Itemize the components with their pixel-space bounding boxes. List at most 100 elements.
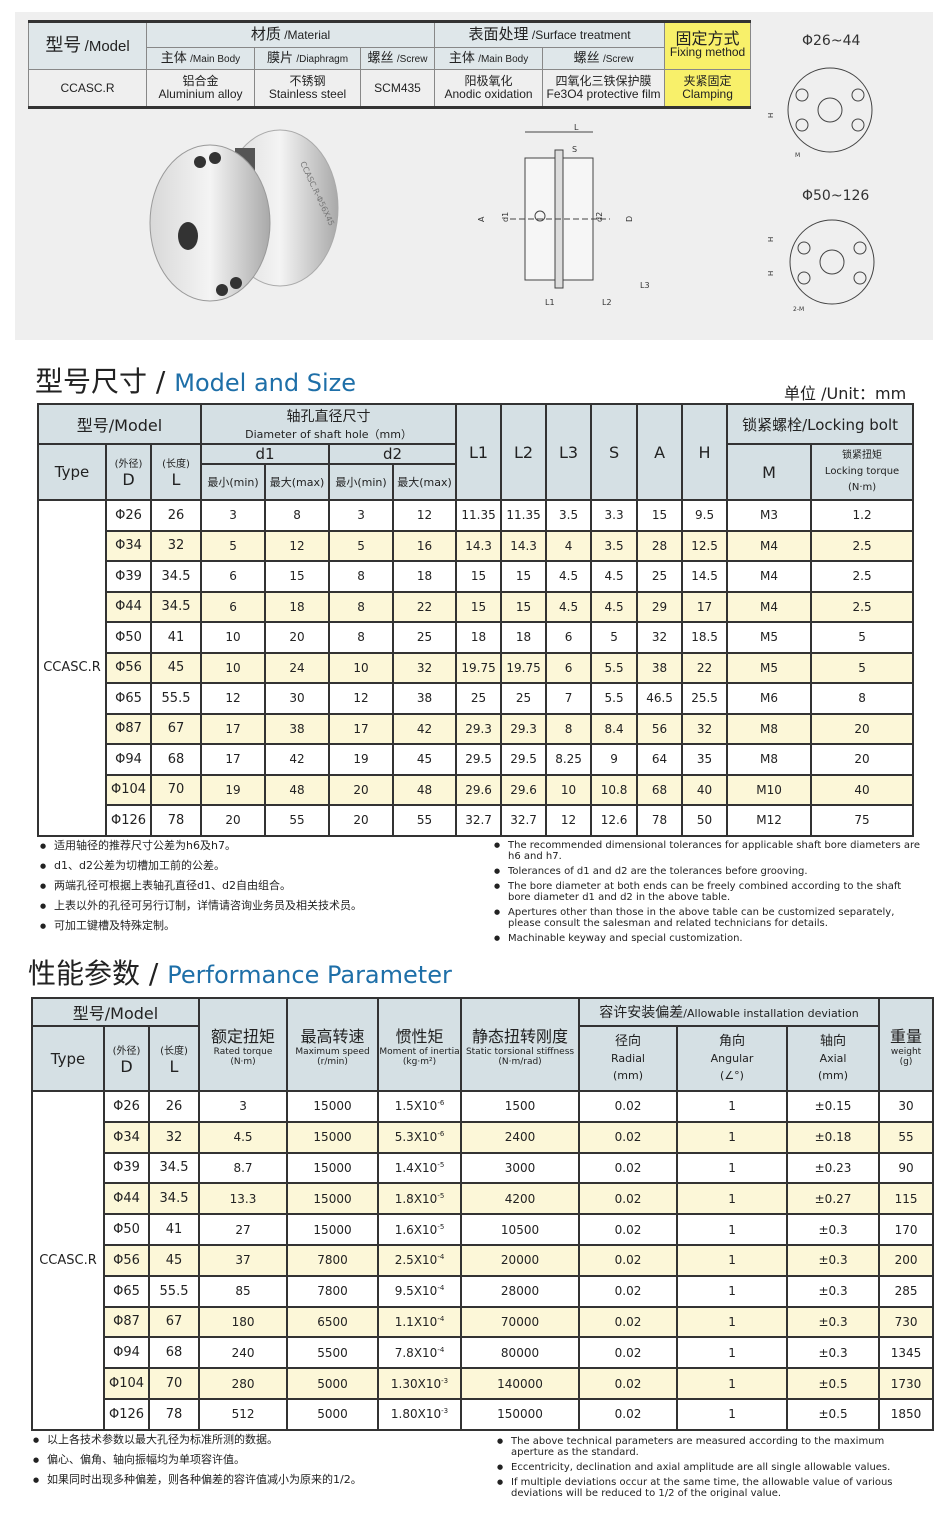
cell: 68 xyxy=(149,743,203,776)
cell: 22 xyxy=(392,590,458,623)
dim-label-h-lower: H xyxy=(767,271,775,276)
cell: 35 xyxy=(681,743,729,776)
table-row: Φ94 68 240 5500 7.8X10-4 80000 0.02 1 ±0.3 1345 xyxy=(32,1336,935,1370)
cell: 1 xyxy=(676,1274,789,1308)
cell: 9 xyxy=(590,743,639,776)
cell: ±0.3 xyxy=(786,1213,881,1246)
d1-min-header: 最小(min) xyxy=(200,463,267,501)
note-item: 以上各技术参数以最大孔径为标准所测的数据。 xyxy=(33,1430,493,1450)
cell: 80000 xyxy=(460,1336,581,1370)
cell: 3 xyxy=(200,499,267,532)
h-header: H xyxy=(681,403,729,501)
cell: 41 xyxy=(147,1213,201,1246)
model-header: 型号/Model xyxy=(30,997,201,1027)
cell: 40 xyxy=(681,773,729,806)
cell: 32 xyxy=(636,621,684,654)
cell: 4.5 xyxy=(198,1120,289,1154)
cell: 34.5 xyxy=(147,1182,201,1216)
cell: M4 xyxy=(726,560,813,593)
end-view-drawings: Φ26~44 H M Φ50~126 H H 2-M xyxy=(767,33,875,313)
dim-label-l3: L3 xyxy=(640,281,650,290)
cell: 5 xyxy=(590,621,639,654)
dim-label-2m: 2-M xyxy=(793,306,804,313)
sub-en: /Screw xyxy=(396,54,428,65)
cell: 2.5 xyxy=(810,529,915,562)
cell: Φ104 xyxy=(105,773,152,806)
table-row: Φ65 55.5 85 7800 9.5X10-4 28000 0.02 1 ±0.3 285 xyxy=(32,1274,935,1308)
table-row: Φ126 78 20 55 20 55 32.7 32.7 12 12.6 78 50 M12 75 xyxy=(38,804,915,837)
cell: 6 xyxy=(200,560,267,593)
sub-en: /Screw xyxy=(602,54,634,65)
cell: 15 xyxy=(636,499,684,532)
cell: 5000 xyxy=(286,1367,380,1400)
value-en: Fe3O4 protective film xyxy=(546,87,661,101)
cell: 6 xyxy=(545,651,593,684)
d1-max-header: 最大(max) xyxy=(264,463,331,501)
cell: 34.5 xyxy=(149,590,203,623)
cell: 42 xyxy=(264,743,331,776)
cell: 55 xyxy=(264,804,331,837)
cell: 15000 xyxy=(286,1120,380,1154)
cell: 1 xyxy=(676,1182,789,1216)
cell: Φ50 xyxy=(103,1213,150,1246)
cell: 5 xyxy=(200,529,267,562)
cell: Φ44 xyxy=(105,590,152,623)
inertia-exponent: -4 xyxy=(437,1253,445,1262)
size-notes-zh: 适用轴径的推荐尺寸公差为h6及h7。d1、d2公差为切槽加工前的公差。两端孔径可… xyxy=(40,836,490,936)
cell: 12 xyxy=(264,529,331,562)
d2-min-header: 最小(min) xyxy=(328,463,395,501)
spec-subheader: 主体 /Main Body xyxy=(434,47,544,70)
d-header: (外径) D xyxy=(103,1025,150,1092)
cell: 512 xyxy=(198,1397,289,1431)
cell: 32 xyxy=(392,651,458,684)
value-en: Stainless steel xyxy=(268,87,347,101)
cell: 48 xyxy=(392,773,458,806)
cell: 20 xyxy=(810,743,915,776)
performance-title: 性能参数 / Performance Parameter xyxy=(28,957,452,990)
cell: 25 xyxy=(636,560,684,593)
type-header: Type xyxy=(37,443,107,501)
dim-label-s: S xyxy=(572,145,577,154)
cell: 20 xyxy=(328,804,395,837)
cell: 0.02 xyxy=(578,1090,679,1123)
spec-subheader: 膜片 /Diaphragm xyxy=(254,47,361,70)
cell: Φ26 xyxy=(105,499,152,532)
cell: 0.02 xyxy=(578,1397,679,1431)
table-row: Φ56 45 37 7800 2.5X10-4 20000 0.02 1 ±0.3 200 xyxy=(32,1243,935,1277)
cell: 18 xyxy=(500,621,548,654)
cell: 19.75 xyxy=(455,651,503,684)
cell: 78 xyxy=(147,1397,201,1431)
table-row: Φ56 45 10 24 10 32 19.75 19.75 6 5.5 38 22 M5 5 xyxy=(38,651,915,684)
cell: 6500 xyxy=(286,1305,380,1339)
cell: M4 xyxy=(726,529,813,562)
spec-subheader: 螺丝 /Screw xyxy=(542,47,666,70)
cell: 17 xyxy=(200,712,267,745)
cell: 15 xyxy=(500,590,548,623)
cell: 78 xyxy=(149,804,203,837)
cell: 68 xyxy=(636,773,684,806)
cell: 1.2 xyxy=(810,499,915,532)
cell: 6 xyxy=(200,590,267,623)
table-row: Φ34 32 5 12 5 16 14.3 14.3 4 3.5 28 12.5 M4 2.5 xyxy=(38,529,915,562)
cell: Φ39 xyxy=(103,1151,150,1185)
locking-torque-header: 锁紧扭矩 Locking torque (N·m) xyxy=(810,443,915,501)
cell: 730 xyxy=(878,1305,935,1339)
cell: 27 xyxy=(198,1213,289,1246)
cell: 17 xyxy=(681,590,729,623)
dim-label-d2: d2 xyxy=(595,212,604,222)
cell: 3.5 xyxy=(590,529,639,562)
table-row: Φ94 68 17 42 19 45 29.5 29.5 8.25 9 64 35 M8 20 xyxy=(38,743,915,776)
table-row: Φ104 70 280 5000 1.30X10-3 140000 0.02 1 ±0.5 173… xyxy=(32,1367,935,1400)
cell: 4200 xyxy=(460,1182,581,1216)
cell: ±0.27 xyxy=(786,1182,881,1216)
cell: 75 xyxy=(810,804,915,837)
cell: 15000 xyxy=(286,1151,380,1185)
inertia-exponent: -6 xyxy=(437,1130,445,1139)
cell: 7800 xyxy=(286,1243,380,1277)
cell: 28000 xyxy=(460,1274,581,1308)
cell: ±0.3 xyxy=(786,1305,881,1339)
cell: 85 xyxy=(198,1274,289,1308)
cell: 30 xyxy=(878,1090,935,1123)
cell: 24 xyxy=(264,651,331,684)
value-en: Clamping xyxy=(682,87,733,101)
